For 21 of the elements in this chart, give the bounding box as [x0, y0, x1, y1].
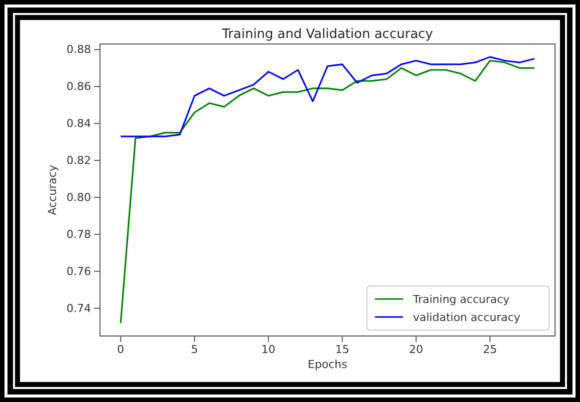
y-tick-label: 0.86 — [66, 80, 91, 94]
y-tick-label: 0.74 — [66, 302, 91, 315]
x-tick-label: 25 — [483, 342, 497, 356]
y-tick-label: 0.88 — [66, 43, 91, 56]
chart-title: Training and Validation accuracy — [221, 27, 434, 42]
y-tick-label: 0.84 — [66, 116, 91, 130]
y-axis-title: Accuracy — [46, 164, 59, 216]
legend-label: validation accuracy — [413, 311, 521, 324]
x-tick-label: 15 — [335, 342, 350, 356]
x-tick-label: 5 — [191, 342, 198, 356]
line-series — [120, 56, 536, 138]
x-axis-title: Epochs — [308, 358, 348, 371]
legend-label: Training accuracy — [412, 293, 510, 306]
x-tick-label: 10 — [261, 342, 276, 356]
y-tick-label: 0.78 — [66, 228, 91, 241]
x-tick-label: 0 — [117, 342, 124, 356]
y-tick-label: 0.76 — [66, 264, 91, 278]
x-tick-label: 20 — [409, 342, 424, 356]
y-tick-label: 0.82 — [66, 154, 91, 167]
y-tick-label: 0.80 — [66, 190, 91, 204]
line-series — [120, 60, 536, 324]
